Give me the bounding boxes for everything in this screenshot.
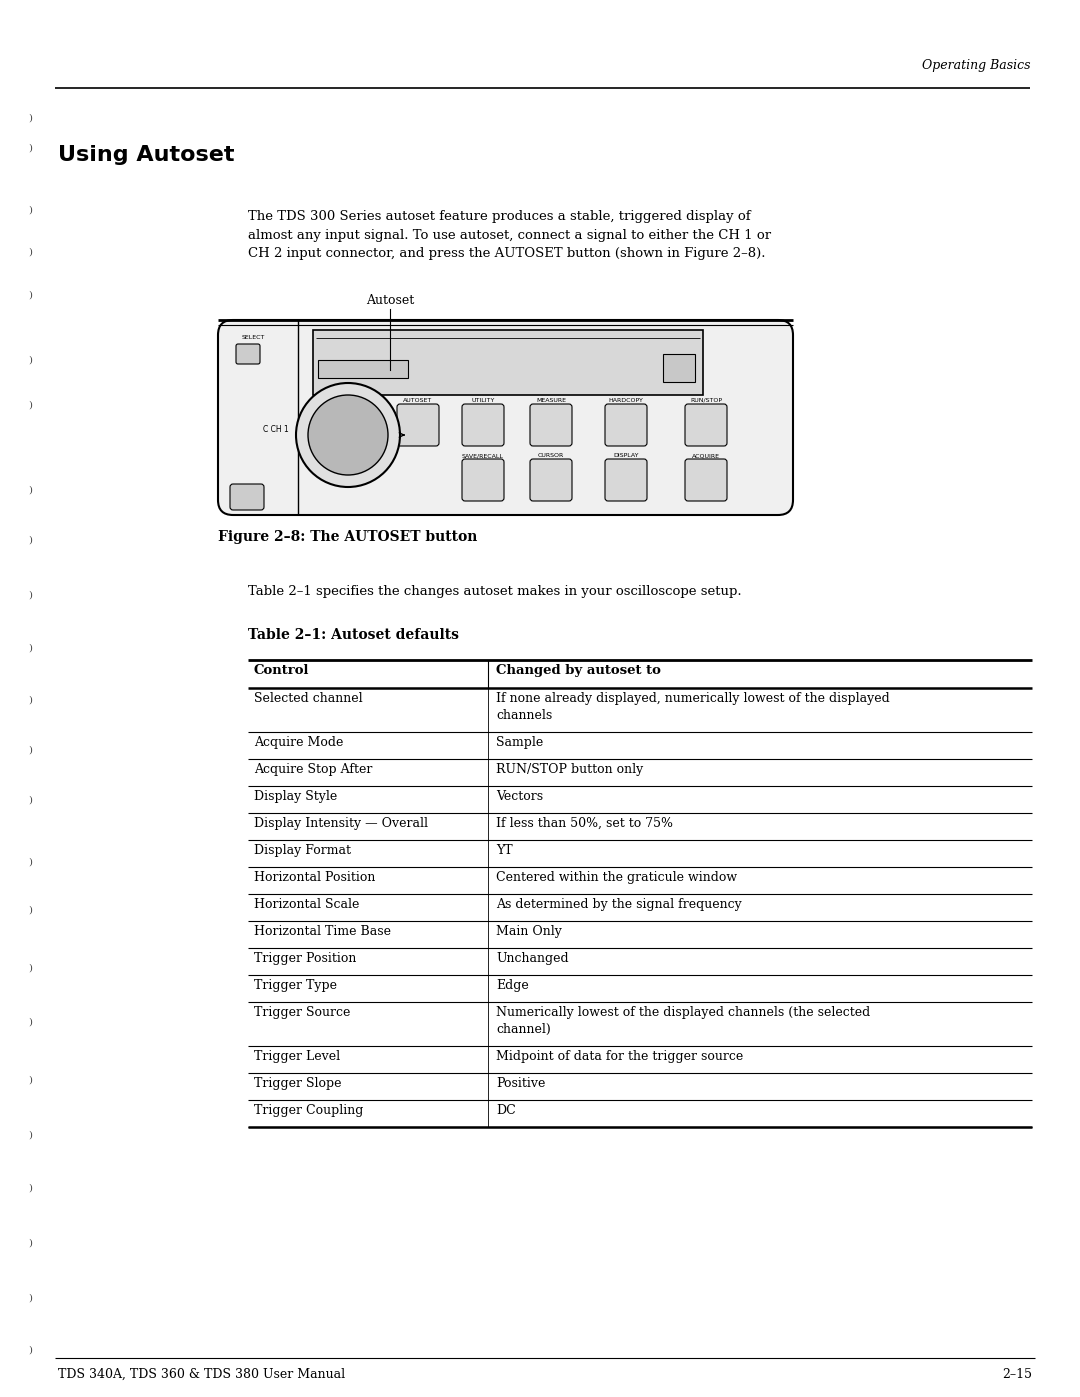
Text: Acquire Mode: Acquire Mode bbox=[254, 736, 343, 749]
Text: Horizontal Scale: Horizontal Scale bbox=[254, 898, 360, 911]
Text: C CH 1: C CH 1 bbox=[264, 426, 288, 434]
Text: If less than 50%, set to 75%: If less than 50%, set to 75% bbox=[496, 817, 673, 830]
Text: Horizontal Time Base: Horizontal Time Base bbox=[254, 925, 391, 937]
Text: ): ) bbox=[28, 1130, 32, 1140]
Bar bbox=[663, 353, 696, 381]
Text: Trigger Type: Trigger Type bbox=[254, 979, 337, 992]
Text: ): ) bbox=[28, 1076, 32, 1084]
FancyBboxPatch shape bbox=[230, 483, 264, 510]
Text: YT: YT bbox=[496, 844, 513, 856]
Text: ): ) bbox=[28, 964, 32, 972]
Text: UTILITY: UTILITY bbox=[471, 398, 495, 402]
Text: Centered within the graticule window: Centered within the graticule window bbox=[496, 870, 738, 884]
Text: Edge: Edge bbox=[496, 979, 529, 992]
FancyBboxPatch shape bbox=[685, 404, 727, 446]
FancyBboxPatch shape bbox=[237, 344, 260, 365]
Text: Table 2–1 specifies the changes autoset makes in your oscilloscope setup.: Table 2–1 specifies the changes autoset … bbox=[248, 585, 742, 598]
Text: HARDCOPY: HARDCOPY bbox=[608, 398, 644, 402]
Text: ): ) bbox=[28, 1183, 32, 1193]
Text: DISPLAY: DISPLAY bbox=[613, 453, 638, 458]
Text: SELECT: SELECT bbox=[241, 335, 265, 339]
Text: Sample: Sample bbox=[496, 736, 543, 749]
Text: ): ) bbox=[28, 1239, 32, 1248]
Text: TDS 340A, TDS 360 & TDS 380 User Manual: TDS 340A, TDS 360 & TDS 380 User Manual bbox=[58, 1368, 346, 1382]
Text: Numerically lowest of the displayed channels (the selected
channel): Numerically lowest of the displayed chan… bbox=[496, 1006, 870, 1037]
Text: Display Style: Display Style bbox=[254, 789, 337, 803]
Text: Changed by autoset to: Changed by autoset to bbox=[496, 664, 661, 678]
Text: Positive: Positive bbox=[496, 1077, 545, 1090]
FancyBboxPatch shape bbox=[685, 460, 727, 502]
Text: ): ) bbox=[28, 696, 32, 704]
FancyBboxPatch shape bbox=[605, 404, 647, 446]
Text: Trigger Level: Trigger Level bbox=[254, 1051, 340, 1063]
Bar bbox=[318, 360, 408, 379]
Text: ): ) bbox=[28, 1345, 32, 1355]
Text: ): ) bbox=[28, 205, 32, 215]
Text: Trigger Source: Trigger Source bbox=[254, 1006, 350, 1018]
Text: RUN/STOP button only: RUN/STOP button only bbox=[496, 763, 644, 775]
Text: ): ) bbox=[28, 535, 32, 545]
Text: Vectors: Vectors bbox=[496, 789, 543, 803]
FancyBboxPatch shape bbox=[530, 460, 572, 502]
FancyBboxPatch shape bbox=[218, 320, 793, 515]
Text: ): ) bbox=[28, 113, 32, 123]
Text: Unchanged: Unchanged bbox=[496, 951, 569, 965]
Text: SAVE/RECALL: SAVE/RECALL bbox=[462, 453, 504, 458]
Text: The TDS 300 Series autoset feature produces a stable, triggered display of
almos: The TDS 300 Series autoset feature produ… bbox=[248, 210, 771, 260]
Text: Trigger Coupling: Trigger Coupling bbox=[254, 1104, 363, 1118]
Text: Display Intensity — Overall: Display Intensity — Overall bbox=[254, 817, 428, 830]
Text: 2–15: 2–15 bbox=[1002, 1368, 1032, 1382]
Text: Selected channel: Selected channel bbox=[254, 692, 363, 705]
Text: As determined by the signal frequency: As determined by the signal frequency bbox=[496, 898, 742, 911]
Text: Trigger Slope: Trigger Slope bbox=[254, 1077, 341, 1090]
Text: Display Format: Display Format bbox=[254, 844, 351, 856]
Circle shape bbox=[308, 395, 388, 475]
Text: ): ) bbox=[28, 355, 32, 365]
Text: Autoset: Autoset bbox=[366, 293, 414, 307]
FancyBboxPatch shape bbox=[530, 404, 572, 446]
Text: ): ) bbox=[28, 1017, 32, 1027]
FancyBboxPatch shape bbox=[397, 404, 438, 446]
Text: ACQUIRE: ACQUIRE bbox=[692, 453, 720, 458]
Text: AUTOSET: AUTOSET bbox=[403, 398, 433, 402]
Text: ): ) bbox=[28, 401, 32, 409]
Text: ): ) bbox=[28, 247, 32, 257]
Text: If none already displayed, numerically lowest of the displayed
channels: If none already displayed, numerically l… bbox=[496, 692, 890, 722]
Text: Figure 2–8: The AUTOSET button: Figure 2–8: The AUTOSET button bbox=[218, 529, 477, 543]
Text: Table 2–1: Autoset defaults: Table 2–1: Autoset defaults bbox=[248, 629, 459, 643]
Circle shape bbox=[296, 383, 400, 488]
Text: Acquire Stop After: Acquire Stop After bbox=[254, 763, 373, 775]
Text: Operating Basics: Operating Basics bbox=[921, 59, 1030, 73]
Text: Control: Control bbox=[254, 664, 310, 678]
Text: Using Autoset: Using Autoset bbox=[58, 145, 234, 165]
Text: Midpoint of data for the trigger source: Midpoint of data for the trigger source bbox=[496, 1051, 743, 1063]
Text: ): ) bbox=[28, 486, 32, 495]
Text: ): ) bbox=[28, 291, 32, 299]
FancyBboxPatch shape bbox=[462, 404, 504, 446]
Bar bbox=[313, 330, 703, 395]
Text: DC: DC bbox=[496, 1104, 516, 1118]
Text: RUN/STOP: RUN/STOP bbox=[690, 398, 723, 402]
Text: ): ) bbox=[28, 795, 32, 805]
Text: Main Only: Main Only bbox=[496, 925, 562, 937]
Text: ): ) bbox=[28, 591, 32, 599]
Text: ): ) bbox=[28, 644, 32, 652]
Text: Trigger Position: Trigger Position bbox=[254, 951, 356, 965]
FancyBboxPatch shape bbox=[462, 460, 504, 502]
FancyBboxPatch shape bbox=[605, 460, 647, 502]
Text: MEASURE: MEASURE bbox=[536, 398, 566, 402]
Text: ): ) bbox=[28, 858, 32, 866]
Text: Horizontal Position: Horizontal Position bbox=[254, 870, 376, 884]
Text: ): ) bbox=[28, 144, 32, 152]
Text: ): ) bbox=[28, 746, 32, 754]
Text: ): ) bbox=[28, 905, 32, 915]
Text: ): ) bbox=[28, 1294, 32, 1302]
Text: CURSOR: CURSOR bbox=[538, 453, 564, 458]
